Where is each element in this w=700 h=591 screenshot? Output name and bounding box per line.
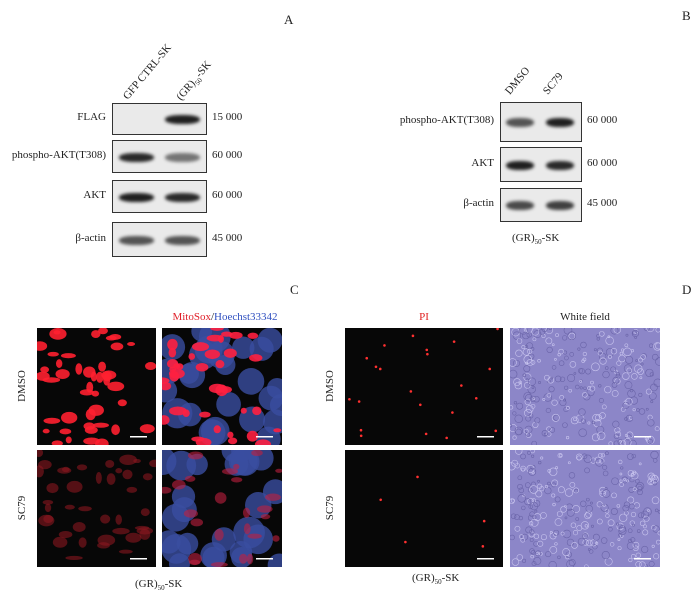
panel-a-label: A (284, 12, 294, 27)
blot-row-label: β-actin (75, 231, 106, 244)
blot-row-label: phospho-AKT(T308) (399, 114, 494, 126)
blot-strip (500, 147, 582, 182)
blot-row-label: FLAG (77, 111, 106, 123)
molecular-weight-label: 45 000 (212, 231, 243, 244)
row-label-dmso-d: DMSO (324, 370, 336, 402)
molecular-weight-label: 60 000 (587, 114, 618, 126)
column-label-gfp-ctrl: GFP CTRL-SK (120, 41, 174, 102)
blot-row-label: AKT (83, 188, 106, 201)
blot-band (506, 160, 534, 170)
blot-band (546, 201, 574, 210)
blot-band (165, 115, 200, 124)
merge-sc79-image (162, 450, 282, 567)
molecular-weight-label: 60 000 (212, 188, 243, 201)
panel-c-caption: (GR)50-SK (135, 578, 183, 591)
column-label-sc79: SC79 (540, 70, 566, 97)
blot-band (506, 118, 534, 127)
panel-c-label: C (290, 282, 299, 297)
blot-band (546, 118, 574, 127)
row-label-dmso-c: DMSO (16, 370, 28, 402)
panel-d-caption: (GR)50-SK (412, 572, 460, 587)
panel-b-caption: (GR)50-SK (512, 232, 560, 247)
panel-b-label: B (682, 8, 691, 23)
blot-row-label: phospho-AKT(T308) (11, 148, 106, 161)
blot-band (119, 235, 154, 245)
white-field-header: White field (560, 311, 610, 323)
blot-band (119, 192, 154, 202)
blot-strip (112, 103, 207, 135)
blot-band (119, 152, 154, 162)
panel-c-header: MitoSox/Hoechst33342 (172, 311, 278, 323)
row-label-sc79-d: SC79 (324, 495, 336, 521)
blot-band (165, 235, 200, 245)
panel-d-label: D (682, 282, 692, 297)
blot-band (165, 152, 200, 162)
blot-strip (500, 102, 582, 142)
blot-band (546, 160, 574, 170)
molecular-weight-label: 60 000 (212, 148, 243, 161)
blot-strip (112, 222, 207, 257)
blot-row-label: AKT (471, 156, 494, 169)
blot-band (119, 115, 154, 121)
column-label-dmso: DMSO (502, 64, 533, 97)
pi-sc79-image (345, 450, 503, 567)
pi-header: PI (419, 311, 429, 323)
blot-band (165, 192, 200, 202)
white-field-sc79-image (510, 450, 660, 567)
molecular-weight-label: 15 000 (212, 111, 243, 123)
blot-band (506, 201, 534, 210)
row-label-sc79-c: SC79 (16, 495, 28, 521)
column-label-gr50: (GR)50-SK (174, 58, 214, 103)
merge-dmso-image (162, 328, 282, 445)
mitosox-sc79-image (37, 450, 156, 567)
blot-row-label: β-actin (463, 197, 494, 209)
molecular-weight-label: 45 000 (587, 197, 618, 209)
pi-dmso-image (345, 328, 503, 445)
blot-strip (500, 188, 582, 222)
white-field-dmso-image (510, 328, 660, 445)
molecular-weight-label: 60 000 (587, 156, 618, 169)
blot-strip (112, 180, 207, 213)
mitosox-dmso-image (37, 328, 156, 445)
blot-strip (112, 140, 207, 173)
